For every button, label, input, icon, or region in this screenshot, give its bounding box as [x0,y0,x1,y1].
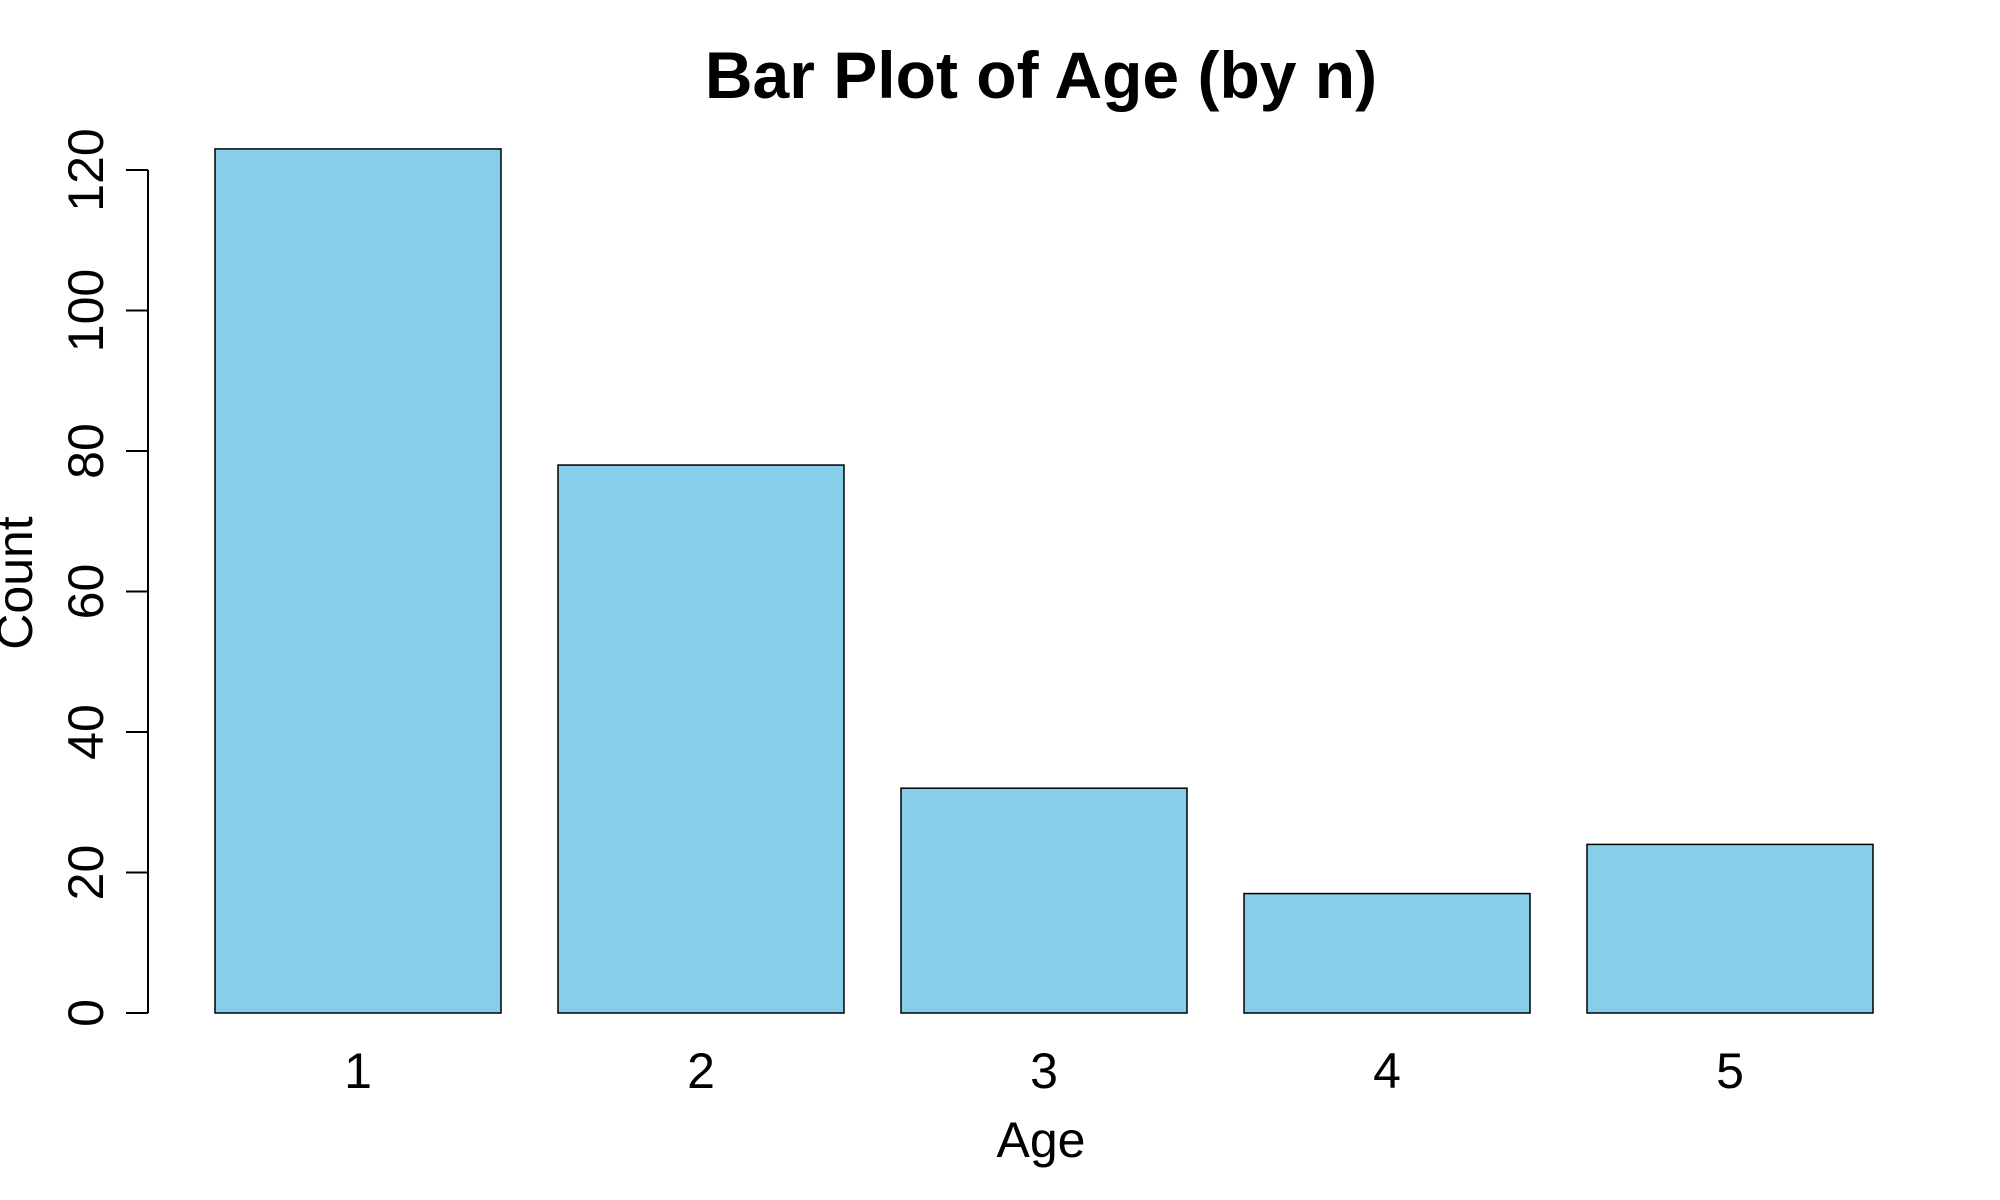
y-tick-label: 40 [58,704,114,760]
y-tick-label: 100 [58,269,114,352]
y-tick-label: 20 [58,845,114,901]
x-tick-labels: 1 2 3 4 5 [344,1043,1744,1099]
x-tick-label: 5 [1716,1043,1744,1099]
chart-title: Bar Plot of Age (by n) [705,38,1377,112]
y-axis-label: Count [0,516,43,650]
x-tick-label: 3 [1030,1043,1058,1099]
x-axis-label: Age [997,1112,1086,1168]
bar-2 [557,464,845,1014]
y-tick-label: 0 [58,999,114,1027]
bars [214,148,1874,1014]
y-tick-label: 80 [58,423,114,479]
y-tick-label: 60 [58,564,114,620]
bar-4 [1243,892,1531,1014]
y-tick-label: 120 [58,128,114,211]
bar-3 [900,787,1188,1014]
x-tick-label: 4 [1373,1043,1401,1099]
x-tick-label: 1 [344,1043,372,1099]
x-tick-label: 2 [687,1043,715,1099]
bar-5 [1586,843,1874,1014]
bar-1 [214,148,502,1014]
y-axis: 0 20 40 60 80 100 120 [58,128,149,1027]
